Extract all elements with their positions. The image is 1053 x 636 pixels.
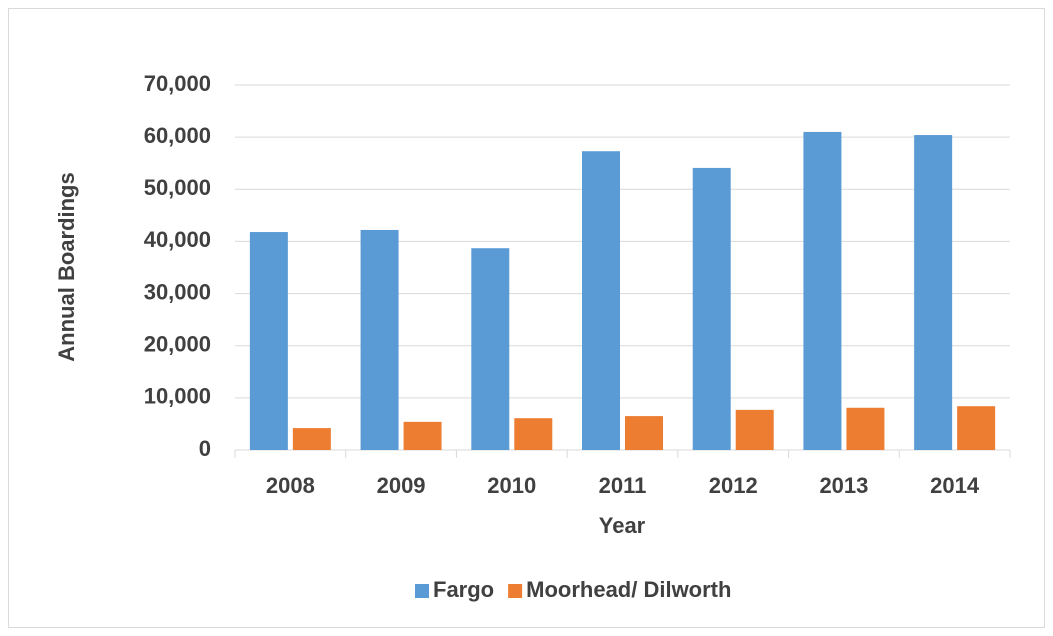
- bar: [292, 428, 331, 450]
- bar: [582, 151, 620, 450]
- y-tick-label: 0: [199, 436, 211, 461]
- x-tick-label: 2012: [709, 473, 758, 498]
- bar: [514, 418, 553, 450]
- bar: [471, 248, 510, 450]
- chart-border: [8, 8, 1045, 628]
- y-tick-label: 20,000: [144, 332, 211, 357]
- x-tick-label: 2011: [599, 473, 647, 498]
- y-tick-label: 10,000: [144, 384, 211, 409]
- bar: [735, 409, 774, 450]
- x-tick-label: 2013: [819, 473, 868, 498]
- legend-label: Moorhead/ Dilworth: [526, 577, 731, 602]
- bar: [846, 407, 885, 450]
- bar: [249, 232, 288, 450]
- x-axis-label: Year: [599, 513, 646, 538]
- bar: [692, 167, 731, 450]
- bar: [914, 135, 953, 451]
- bar: [403, 421, 442, 450]
- x-tick-label: 2010: [487, 473, 536, 498]
- bar: [625, 416, 663, 450]
- y-axis-label: Annual Boardings: [54, 172, 79, 361]
- y-tick-label: 30,000: [144, 279, 211, 304]
- y-tick-label: 60,000: [144, 123, 211, 148]
- y-tick-label: 50,000: [144, 175, 211, 200]
- legend-swatch: [508, 584, 523, 598]
- legend-label: Fargo: [433, 577, 494, 602]
- x-tick-label: 2014: [930, 473, 980, 498]
- bar: [957, 406, 996, 450]
- bar: [360, 229, 399, 450]
- y-tick-label: 40,000: [144, 227, 211, 252]
- x-tick-label: 2009: [377, 473, 426, 498]
- legend-swatch: [415, 584, 429, 598]
- x-tick-label: 2008: [266, 473, 315, 498]
- y-tick-label: 70,000: [144, 71, 211, 96]
- bar: [803, 131, 842, 450]
